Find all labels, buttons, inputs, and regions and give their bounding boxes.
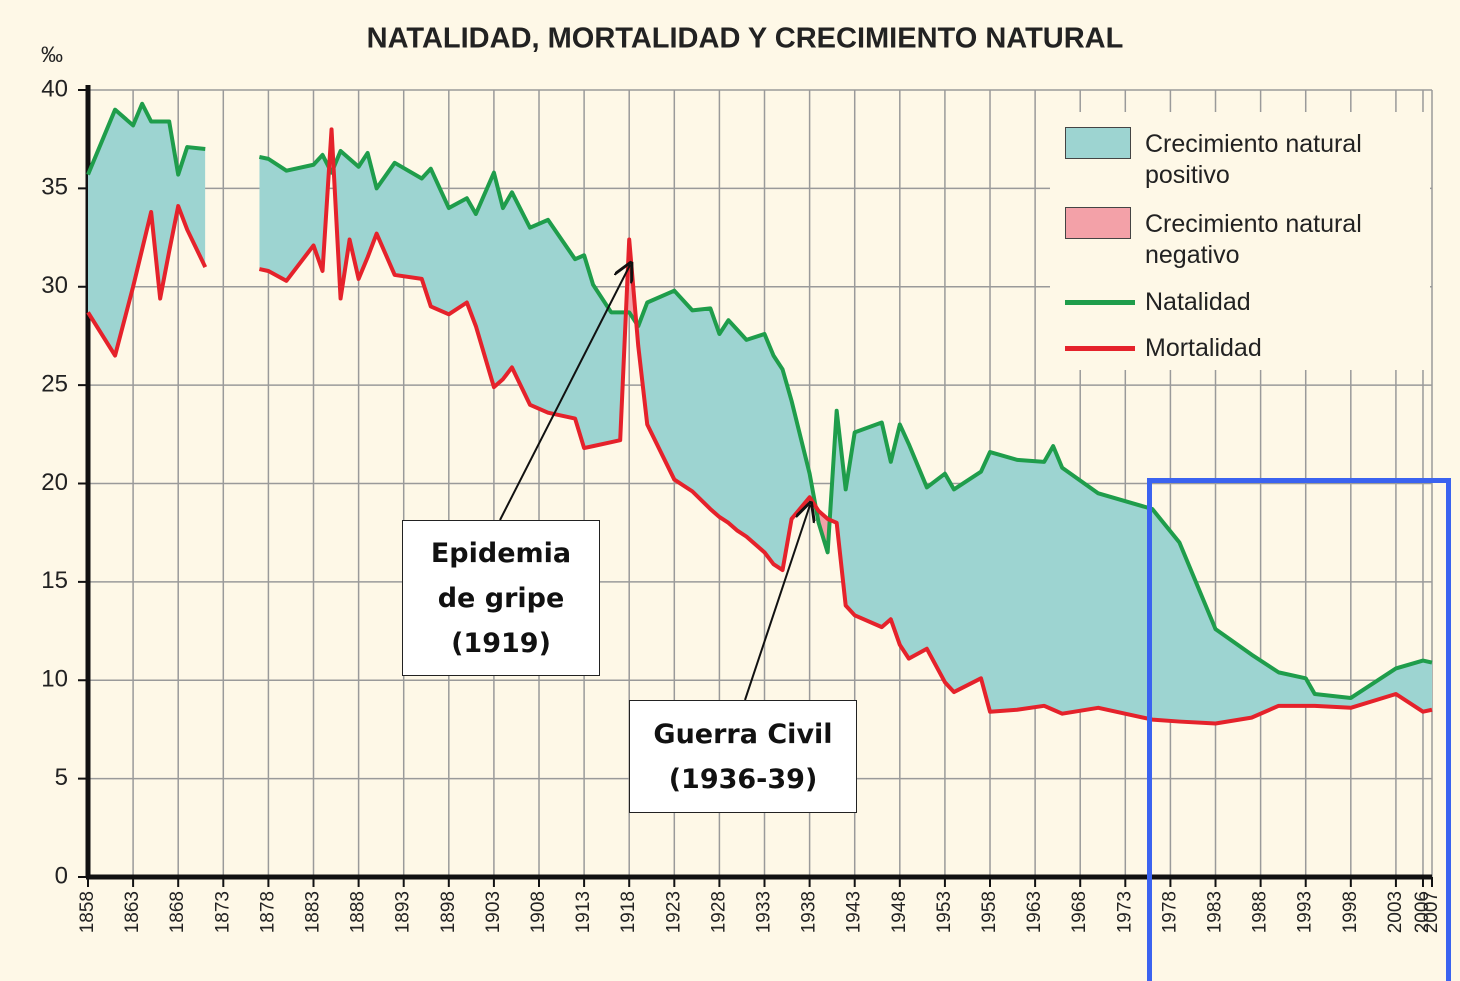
chart-title: NATALIDAD, MORTALIDAD Y CRECIMIENTO NATU…	[367, 23, 1124, 55]
x-tick-label: 2003	[1385, 891, 1406, 933]
x-tick-label: 1913	[573, 891, 594, 933]
x-tick-label: 1943	[844, 891, 865, 933]
y-axis-label: ‰	[41, 42, 63, 67]
x-tick-label: 1988	[1250, 891, 1271, 933]
x-tick-label: 1928	[708, 891, 729, 933]
legend-label: Natalidad	[1145, 288, 1251, 316]
x-tick-label: 1983	[1205, 891, 1226, 933]
x-tick-label: 1873	[212, 891, 233, 933]
y-tick-label: 15	[41, 567, 68, 594]
legend-swatch	[1065, 127, 1131, 159]
y-tick-label: 35	[41, 174, 68, 201]
y-tick-label: 5	[55, 764, 68, 791]
legend-line	[1065, 346, 1135, 351]
legend-label: Crecimiento natural negativo	[1145, 210, 1362, 269]
x-tick-label: 1973	[1114, 891, 1135, 933]
x-tick-label: 1868	[167, 891, 188, 933]
legend-label: Crecimiento natural positivo	[1145, 130, 1362, 189]
highlight-box	[1147, 478, 1451, 981]
x-tick-label: 1883	[303, 891, 324, 933]
x-tick-label: 1878	[257, 891, 278, 933]
x-tick-label: 1958	[979, 891, 1000, 933]
y-tick-label: 10	[41, 666, 68, 693]
x-tick-label: 2006	[1412, 891, 1433, 933]
x-tick-label: 1893	[393, 891, 414, 933]
y-tick-label: 40	[41, 75, 68, 102]
area-positive	[88, 103, 1432, 724]
x-tick-label: 1908	[528, 891, 549, 933]
y-tick-label: 25	[41, 370, 68, 397]
x-tick-label: 2007	[1421, 891, 1442, 933]
x-tick-label: 1968	[1069, 891, 1090, 933]
line-1	[86, 127, 1433, 726]
y-tick-label: 30	[41, 272, 68, 299]
x-tick-label: 1898	[438, 891, 459, 933]
x-tick-label: 1948	[889, 891, 910, 933]
legend: Crecimiento natural positivo Crecimiento…	[1050, 112, 1430, 370]
x-tick-label: 1978	[1159, 891, 1180, 933]
x-tick-label: 1953	[934, 891, 955, 933]
x-tick-label: 1998	[1340, 891, 1361, 933]
legend-line	[1065, 300, 1135, 305]
y-tick-label: 0	[55, 862, 68, 889]
legend-label: Mortalidad	[1145, 334, 1262, 362]
x-tick-label: 1963	[1024, 891, 1045, 933]
x-tick-label: 1858	[77, 891, 98, 933]
x-tick-label: 1903	[483, 891, 504, 933]
x-tick-label: 1918	[618, 891, 639, 933]
annotation: Epidemia de gripe (1919)	[402, 520, 600, 676]
y-tick-label: 20	[41, 469, 68, 496]
legend-swatch	[1065, 207, 1131, 239]
x-tick-label: 1938	[799, 891, 820, 933]
line-0	[86, 101, 1433, 700]
x-tick-label: 1923	[663, 891, 684, 933]
annotation: Guerra Civil (1936-39)	[629, 700, 857, 813]
x-tick-label: 1993	[1295, 891, 1316, 933]
x-tick-label: 1863	[122, 891, 143, 933]
x-tick-label: 1888	[348, 891, 369, 933]
x-tick-label: 1933	[754, 891, 775, 933]
